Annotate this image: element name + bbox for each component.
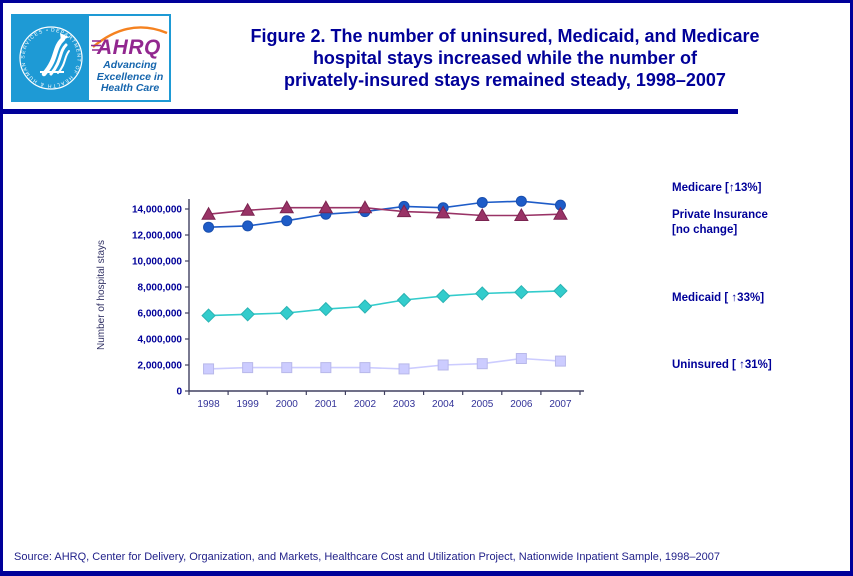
x-tick-label: 2003 bbox=[393, 399, 416, 410]
legend-private-insurance: Private Insurance [no change] bbox=[672, 209, 768, 236]
data-point-uninsured bbox=[242, 362, 254, 374]
data-point-uninsured bbox=[398, 363, 410, 375]
hhs-eagle-icon: DEPARTMENT OF HEALTH & HUMAN SERVICES • … bbox=[11, 12, 83, 90]
legend-medicare: Medicare [↑13%] bbox=[672, 182, 762, 194]
y-tick-label: 6,000,000 bbox=[138, 309, 183, 320]
data-point-private-insurance bbox=[357, 200, 373, 214]
data-point-medicaid bbox=[279, 305, 294, 321]
page-title-line1: Figure 2. The number of uninsured, Medic… bbox=[250, 26, 760, 46]
x-tick-label: 1998 bbox=[197, 399, 220, 410]
y-tick-label: 4,000,000 bbox=[138, 335, 183, 346]
x-tick-label: 2001 bbox=[315, 399, 338, 410]
data-point-uninsured bbox=[203, 363, 215, 375]
data-point-medicaid bbox=[357, 299, 373, 314]
data-point-uninsured bbox=[437, 359, 449, 371]
data-point-medicaid bbox=[553, 283, 568, 299]
series-line-uninsured bbox=[208, 357, 561, 370]
data-point-private-insurance bbox=[279, 200, 295, 214]
page-title-line3: privately-insured stays remained steady,… bbox=[284, 70, 726, 90]
x-tick-label: 1999 bbox=[237, 399, 260, 410]
ahrq-hhs-logo: DEPARTMENT OF HEALTH & HUMAN SERVICES • … bbox=[11, 12, 171, 102]
x-tick-label: 2004 bbox=[432, 399, 455, 410]
ahrq-logo: AHRQ Advancing Excellence in Health Care bbox=[89, 16, 171, 100]
data-point-medicaid bbox=[201, 308, 216, 323]
hhs-seal: DEPARTMENT OF HEALTH & HUMAN SERVICES • … bbox=[11, 12, 89, 100]
data-point-private-insurance bbox=[513, 207, 529, 221]
data-point-medicare bbox=[476, 197, 488, 208]
ahrq-acronym: AHRQ bbox=[96, 36, 161, 59]
series-line-private-insurance bbox=[208, 206, 561, 217]
data-point-private-insurance bbox=[318, 200, 334, 214]
ahrq-tagline: Advancing Excellence in Health Care bbox=[96, 59, 164, 95]
data-point-private-insurance bbox=[553, 206, 568, 220]
data-point-uninsured bbox=[281, 362, 293, 374]
data-point-private-insurance bbox=[474, 207, 490, 221]
data-point-medicaid bbox=[240, 307, 255, 322]
x-tick-label: 2007 bbox=[549, 399, 572, 410]
data-point-medicaid bbox=[475, 286, 490, 301]
x-tick-label: 2000 bbox=[276, 399, 299, 410]
data-point-private-insurance bbox=[435, 205, 451, 219]
data-point-medicaid bbox=[435, 288, 451, 304]
data-point-uninsured bbox=[359, 362, 371, 374]
data-point-private-insurance bbox=[396, 204, 412, 218]
title-underline bbox=[3, 109, 738, 114]
data-point-private-insurance bbox=[201, 206, 216, 220]
chart-plot-area: Number of hospital stays 0 2,000,000 4,000,… bbox=[96, 195, 584, 410]
legend-uninsured: Uninsured [ ↑31%] bbox=[672, 359, 772, 371]
data-point-medicare bbox=[242, 220, 254, 232]
data-point-uninsured bbox=[554, 355, 566, 367]
series-line-medicare bbox=[208, 200, 561, 228]
y-tick-label: 10,000,000 bbox=[132, 257, 182, 268]
y-tick-label: 14,000,000 bbox=[132, 205, 182, 216]
data-point-uninsured bbox=[320, 362, 332, 374]
legend-medicaid: Medicaid [ ↑33%] bbox=[672, 292, 765, 304]
data-point-medicaid bbox=[514, 284, 529, 300]
y-tick-label: 2,000,000 bbox=[138, 361, 183, 372]
x-tick-label: 2005 bbox=[471, 399, 494, 410]
data-point-medicaid bbox=[318, 301, 334, 317]
data-point-medicare bbox=[515, 195, 527, 207]
x-tick-label: 2002 bbox=[354, 399, 377, 410]
data-point-medicare bbox=[203, 221, 215, 233]
page-title: Figure 2. The number of uninsured, Medic… bbox=[175, 25, 835, 91]
data-point-medicaid bbox=[396, 292, 412, 308]
series-line-medicaid bbox=[208, 290, 561, 317]
page-title-line2: hospital stays increased while the numbe… bbox=[312, 48, 698, 68]
ahrq-wordmark: AHRQ bbox=[91, 26, 168, 59]
y-tick-label: 12,000,000 bbox=[132, 231, 182, 242]
data-point-private-insurance bbox=[240, 202, 256, 216]
x-tick-label: 2006 bbox=[510, 399, 533, 410]
data-point-uninsured bbox=[476, 358, 488, 370]
y-axis-title: Number of hospital stays bbox=[96, 240, 107, 350]
data-point-uninsured bbox=[515, 353, 527, 364]
y-tick-label: 0 bbox=[176, 387, 182, 398]
y-tick-label: 8,000,000 bbox=[138, 283, 183, 294]
source-note: Source: AHRQ, Center for Delivery, Organ… bbox=[14, 551, 720, 563]
data-point-medicare bbox=[281, 215, 293, 227]
